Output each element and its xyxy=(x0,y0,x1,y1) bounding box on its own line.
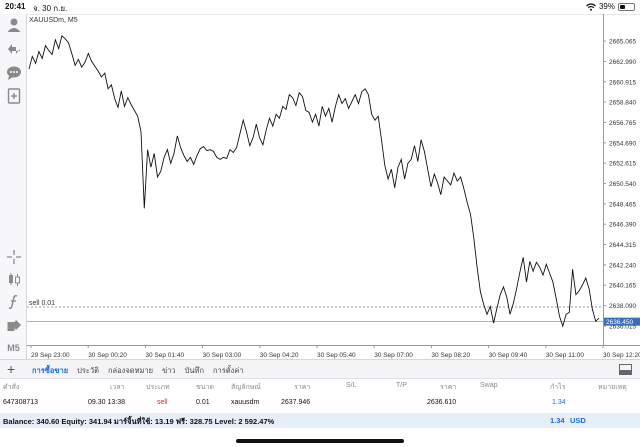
col-price: ราคา xyxy=(294,384,311,391)
price-axis-label: 2660.915 xyxy=(609,79,636,86)
status-bar: 20:41 จ. 30 ก.ย. 39% xyxy=(0,0,640,14)
price-axis-label: 2650.540 xyxy=(609,181,636,188)
price-axis-label: 2662.990 xyxy=(609,59,636,66)
indicator-icon[interactable] xyxy=(4,293,23,311)
time-axis-label: 30 Sep 03:00 xyxy=(203,352,242,359)
person-icon[interactable] xyxy=(4,16,23,34)
orders-table-header: คำสั่ง เวลา ประเภท ขนาด สัญลักษณ์ ราคา S… xyxy=(0,380,640,394)
account-summary-bar: Balance: 340.60 Equity: 341.94 มาร์จิ้นท… xyxy=(0,413,640,428)
price-axis-label: 2652.615 xyxy=(609,161,636,168)
table-row[interactable]: 647308713 09.30 13:38 sell 0.01 xauusdm … xyxy=(0,397,640,411)
price-axis-label: 2646.390 xyxy=(609,222,636,229)
col-profit: กำไร xyxy=(550,384,566,391)
price-chart[interactable]: XAUUSDm, M5 2665.065 2662.990 2660.915 2658… xyxy=(27,14,640,359)
balance-summary: Balance: 340.60 Equity: 341.94 มาร์จิ้นท… xyxy=(3,417,275,426)
time-axis-label: 30 Sep 01:40 xyxy=(145,352,184,359)
account-currency: USD xyxy=(570,416,586,425)
price-axis-label: 2642.240 xyxy=(609,262,636,269)
col-comment: หมายเหตุ xyxy=(598,384,627,391)
price-axis-label: 2644.315 xyxy=(609,242,636,249)
chart-symbol-title: XAUUSDm, M5 xyxy=(29,17,78,24)
trade-panel: + การซื้อขาย ประวัติ กล่องจดหมาย ข่าว บั… xyxy=(0,359,640,447)
col-price-current: ราคา xyxy=(440,384,457,391)
order-id: 647308713 xyxy=(3,399,39,406)
chat-icon[interactable] xyxy=(4,64,23,82)
col-swap: Swap xyxy=(480,382,498,389)
timeframe-button[interactable]: M5 xyxy=(4,339,23,357)
price-axis-label: 2665.065 xyxy=(609,39,636,46)
col-size: ขนาด xyxy=(196,384,215,391)
time-axis-label: 30 Sep 08:20 xyxy=(431,352,470,359)
terminal-tab-bar: + การซื้อขาย ประวัติ กล่องจดหมาย ข่าว บั… xyxy=(0,359,640,379)
order-level-label: sell 0.01 xyxy=(29,300,55,307)
time-axis-label: 30 Sep 05:40 xyxy=(317,352,356,359)
order-type: sell xyxy=(157,399,168,406)
crosshair-icon[interactable] xyxy=(4,248,23,266)
time-axis-label: 30 Sep 12:20 xyxy=(603,352,640,359)
order-open-price: 2637.946 xyxy=(281,399,311,406)
current-price-tag-text: 2636.450 xyxy=(606,319,633,326)
price-axis-label: 2638.090 xyxy=(609,303,636,310)
time-axis-label: 30 Sep 00:20 xyxy=(88,352,127,359)
panel-layout-icon[interactable] xyxy=(619,364,632,375)
battery-percent: 39% xyxy=(598,2,615,11)
price-series-line xyxy=(28,34,600,328)
col-order: คำสั่ง xyxy=(3,384,20,391)
price-axis-label: 2636.015 xyxy=(609,323,636,330)
time-axis-label: 30 Sep 07:00 xyxy=(374,352,413,359)
col-tp: T/P xyxy=(396,382,407,389)
order-current-price: 2636.610 xyxy=(427,399,457,406)
tab-journal[interactable]: บันทึก xyxy=(184,366,205,375)
tab-history[interactable]: ประวัติ xyxy=(77,366,100,375)
price-axis-label: 2658.840 xyxy=(609,100,636,107)
price-axis-label: 2656.765 xyxy=(609,120,636,127)
tab-trade[interactable]: การซื้อขาย xyxy=(32,366,69,375)
battery-icon xyxy=(618,2,635,11)
time-axis-label: 30 Sep 04:20 xyxy=(260,352,299,359)
price-axis-label: 2654.690 xyxy=(609,140,636,147)
col-time: เวลา xyxy=(110,384,125,391)
order-profit: 1.34 xyxy=(552,399,566,406)
new-chart-icon[interactable] xyxy=(4,87,23,105)
timeframe-label: M5 xyxy=(7,343,20,353)
clock: 20:41 xyxy=(5,2,26,11)
time-axis-label: 30 Sep 11:00 xyxy=(546,352,585,359)
order-time: 09.30 13:38 xyxy=(88,399,125,406)
order-symbol: xauusdm xyxy=(231,399,260,406)
chart-canvas[interactable]: XAUUSDm, M5 2665.065 2662.990 2660.915 2658… xyxy=(27,14,640,359)
candles-icon[interactable] xyxy=(4,270,23,288)
tab-mailbox[interactable]: กล่องจดหมาย xyxy=(108,366,154,375)
objects-icon[interactable] xyxy=(4,316,23,334)
home-indicator[interactable] xyxy=(236,439,404,443)
price-axis-label: 2640.165 xyxy=(609,283,636,290)
price-axis-label: 2648.465 xyxy=(609,201,636,208)
col-sl: S/L xyxy=(346,382,357,389)
trade-icon[interactable] xyxy=(4,40,23,58)
left-toolbar: M5 xyxy=(0,14,27,359)
col-symbol: สัญลักษณ์ xyxy=(231,384,261,391)
col-type: ประเภท xyxy=(146,384,170,391)
tab-news[interactable]: ข่าว xyxy=(162,366,176,375)
add-order-button[interactable]: + xyxy=(7,361,16,377)
order-size: 0.01 xyxy=(196,399,210,406)
current-price-tag xyxy=(604,317,640,326)
total-profit: 1.34 xyxy=(550,416,565,425)
time-axis-label: 30 Sep 09:40 xyxy=(489,352,528,359)
status-icons: 39% xyxy=(586,2,635,11)
tab-settings[interactable]: การตั้งค่า xyxy=(213,366,244,375)
time-axis-label: 29 Sep 23:00 xyxy=(31,352,70,359)
wifi-icon xyxy=(586,2,596,11)
date: จ. 30 ก.ย. xyxy=(33,4,68,13)
